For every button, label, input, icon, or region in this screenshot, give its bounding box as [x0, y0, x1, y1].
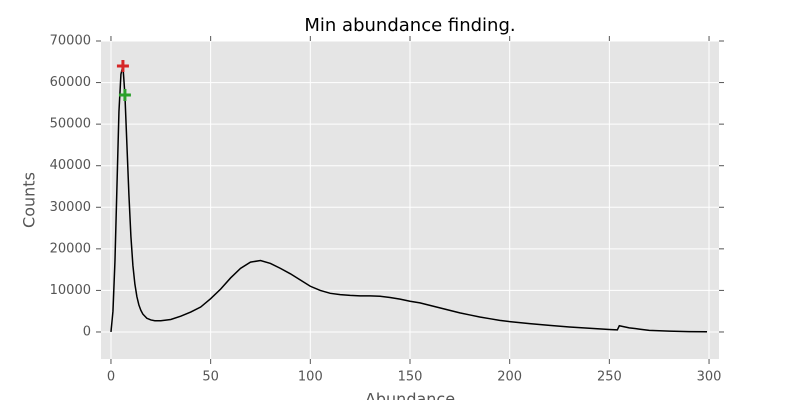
- y-axis-label: Counts: [20, 172, 39, 228]
- y-tick-label: 0: [83, 324, 91, 339]
- y-tick-label: 60000: [50, 75, 91, 90]
- y-tick-label: 20000: [50, 241, 91, 256]
- x-tick-label: 200: [497, 370, 522, 385]
- y-tick-label: 50000: [50, 117, 91, 132]
- x-axis-label: Abundance: [365, 390, 455, 400]
- x-tick-label: 100: [298, 370, 323, 385]
- y-tick-label: 40000: [50, 158, 91, 173]
- x-tick-label: 0: [107, 370, 115, 385]
- x-tick-label: 250: [597, 370, 622, 385]
- y-tick-label: 70000: [50, 34, 91, 49]
- y-tick-label: 10000: [50, 283, 91, 298]
- marker: [118, 89, 131, 102]
- marker: [116, 59, 129, 72]
- chart-title: Min abundance finding.: [304, 15, 515, 36]
- data-line: [110, 65, 708, 333]
- y-tick-label: 30000: [50, 200, 91, 215]
- x-tick-label: 50: [202, 370, 219, 385]
- x-tick-label: 300: [697, 370, 722, 385]
- x-tick-label: 150: [398, 370, 423, 385]
